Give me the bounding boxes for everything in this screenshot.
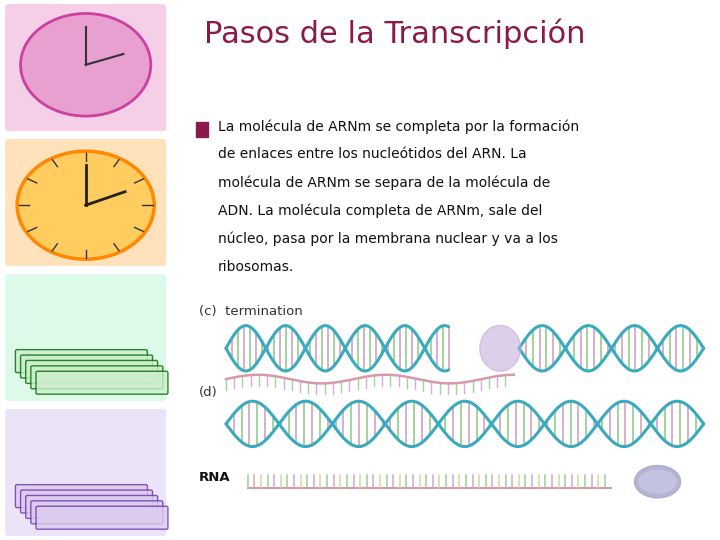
FancyBboxPatch shape — [15, 350, 148, 373]
FancyBboxPatch shape — [15, 485, 148, 508]
Circle shape — [17, 151, 154, 259]
FancyBboxPatch shape — [36, 507, 168, 529]
FancyBboxPatch shape — [36, 372, 168, 394]
Text: ADN. La molécula completa de ARNm, sale del: ADN. La molécula completa de ARNm, sale … — [218, 204, 542, 218]
FancyBboxPatch shape — [21, 490, 153, 513]
FancyBboxPatch shape — [26, 361, 158, 383]
Circle shape — [21, 14, 150, 116]
FancyBboxPatch shape — [5, 4, 166, 131]
Text: ribosomas.: ribosomas. — [218, 260, 294, 274]
FancyBboxPatch shape — [31, 501, 163, 524]
Text: (d): (d) — [199, 386, 217, 399]
Bar — [196, 122, 208, 137]
FancyBboxPatch shape — [5, 274, 166, 401]
FancyBboxPatch shape — [26, 496, 158, 518]
Text: núcleo, pasa por la membrana nuclear y va a los: núcleo, pasa por la membrana nuclear y v… — [218, 232, 558, 246]
FancyBboxPatch shape — [5, 139, 166, 266]
Ellipse shape — [639, 470, 676, 493]
FancyBboxPatch shape — [31, 366, 163, 389]
Text: de enlaces entre los nucleótidos del ARN. La: de enlaces entre los nucleótidos del ARN… — [218, 147, 526, 161]
FancyBboxPatch shape — [5, 409, 166, 536]
Text: Pasos de la Transcripción: Pasos de la Transcripción — [204, 19, 586, 49]
Ellipse shape — [634, 465, 680, 498]
Text: La molécula de ARNm se completa por la formación: La molécula de ARNm se completa por la f… — [218, 119, 579, 134]
Ellipse shape — [480, 325, 521, 372]
Text: RNA: RNA — [199, 471, 230, 484]
Text: (c)  termination: (c) termination — [199, 305, 302, 318]
Text: molécula de ARNm se separa de la molécula de: molécula de ARNm se separa de la molécul… — [218, 176, 550, 190]
FancyBboxPatch shape — [21, 355, 153, 378]
